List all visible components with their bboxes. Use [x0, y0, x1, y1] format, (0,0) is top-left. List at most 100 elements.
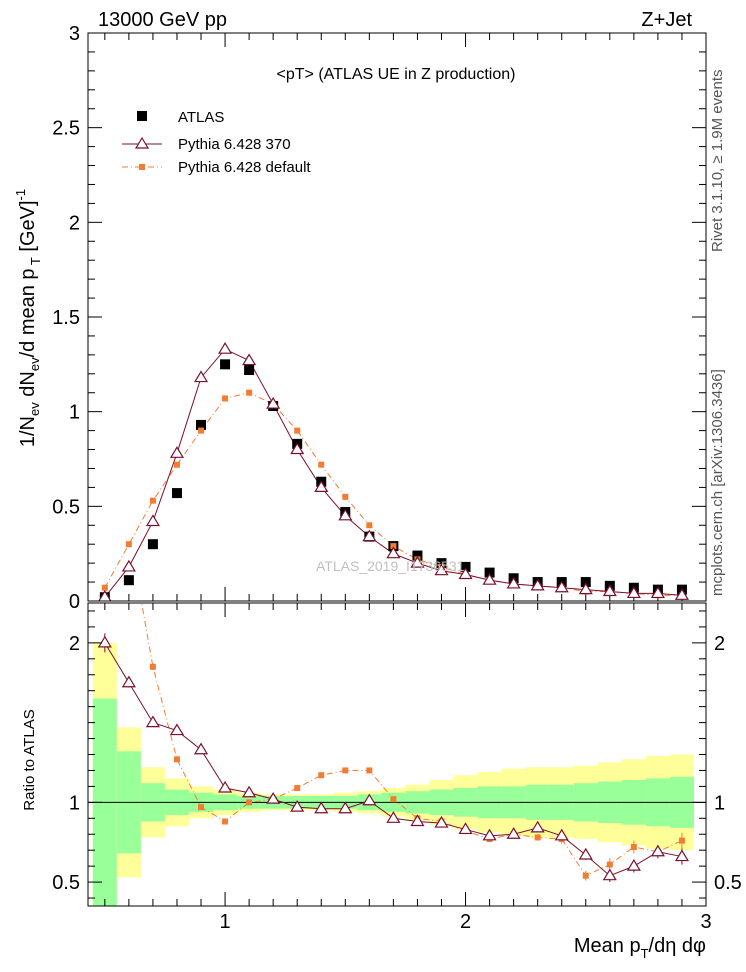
data-point-atlas [244, 365, 255, 376]
ratio-point-pythia-370 [338, 801, 353, 814]
x-axis-label: Mean pT/dη dφ [574, 935, 706, 961]
ratio-point-pythia-370 [266, 791, 281, 804]
ratio-point-pythia-370 [169, 723, 185, 736]
ratio-series [97, 528, 690, 883]
data-point-pythia-370 [482, 573, 497, 585]
x-tick-label: 2 [460, 911, 471, 933]
ratio-y-tick-label-right: 2 [714, 633, 725, 655]
ratio-y-tick-label-right: 0.5 [714, 872, 742, 894]
data-point-atlas [460, 561, 471, 572]
data-point-pythia-default [318, 461, 325, 468]
data-point-atlas [123, 575, 134, 586]
ratio-point-pythia-370 [121, 675, 136, 688]
ratio-point-pythia-default [173, 756, 180, 763]
data-point-pythia-370 [506, 576, 521, 589]
main-y-tick-label: 1 [69, 402, 80, 424]
data-point-pythia-370 [266, 396, 281, 409]
ratio-y-tick-label: 0.5 [52, 872, 80, 894]
ratio-point-pythia-default [366, 767, 373, 774]
main-title: <pT> (ATLAS UE in Z production) [277, 66, 516, 83]
ratio-point-pythia-370 [314, 801, 329, 814]
data-point-pythia-370 [290, 442, 305, 455]
data-point-atlas [436, 558, 447, 569]
main-series [98, 342, 690, 601]
data-point-pythia-370 [314, 480, 329, 492]
main-y-tick-label: 1.5 [52, 307, 80, 329]
data-point-pythia-default [294, 427, 301, 434]
ratio-point-pythia-370 [458, 822, 473, 835]
data-point-pythia-370 [674, 588, 690, 600]
legend-item-pythia-370: Pythia 6.428 370 [122, 136, 291, 153]
ratio-point-pythia-370 [506, 827, 521, 839]
data-point-pythia-370 [98, 590, 112, 601]
main-panel: 0 0.5 1 1.5 2 2.5 3 ATLAS_2019_I1736531 <pT> (… [52, 23, 707, 613]
data-point-pythia-default [342, 493, 349, 500]
ratio-point-pythia-default [582, 872, 589, 879]
header-right: Z+Jet [641, 9, 692, 31]
ratio-point-pythia-370 [362, 793, 377, 806]
data-point-pythia-default [198, 427, 205, 434]
watermark: ATLAS_2019_I1736531 [316, 558, 465, 574]
data-point-atlas [484, 567, 495, 578]
ratio-point-pythia-default [342, 767, 349, 774]
ratio-point-pythia-default [149, 663, 156, 670]
x-tick-label: 1 [220, 911, 231, 933]
data-point-pythia-370 [193, 370, 209, 383]
ratio-point-pythia-default [534, 834, 541, 841]
header-left: 13000 GeV pp [98, 9, 227, 31]
data-point-pythia-370 [650, 586, 665, 599]
data-point-pythia-370 [602, 584, 617, 597]
ratio-point-pythia-default [126, 528, 132, 534]
ratio-y-tick-label: 2 [69, 633, 80, 655]
data-point-pythia-default [222, 395, 229, 402]
ratio-y-axis-label: Ratio to ATLAS [21, 709, 38, 810]
ratio-y-tick-label-right: 1 [714, 792, 725, 814]
data-point-pythia-370 [458, 567, 473, 580]
data-point-pythia-default [173, 461, 180, 468]
legend-marker-atlas [137, 111, 147, 121]
legend-label-atlas: ATLAS [178, 109, 224, 126]
rivet-label: Rivet 3.1.10, ≥ 1.9M events [709, 70, 726, 253]
ratio-point-pythia-370 [290, 799, 305, 812]
data-point-atlas [412, 550, 423, 561]
data-point-atlas [220, 359, 231, 370]
ratio-point-pythia-default [390, 796, 397, 803]
ratio-point-pythia-370 [434, 815, 449, 828]
data-point-atlas [580, 577, 591, 588]
ratio-point-pythia-default [318, 772, 325, 779]
ratio-point-pythia-370 [97, 635, 112, 648]
data-point-pythia-370 [386, 546, 401, 559]
ratio-point-pythia-370 [650, 844, 665, 857]
data-point-atlas [171, 488, 182, 499]
data-point-pythia-370 [578, 582, 593, 595]
data-point-pythia-370 [530, 578, 545, 591]
data-point-pythia-default [149, 497, 156, 504]
main-y-tick-label: 2 [69, 212, 80, 234]
ratio-point-pythia-370 [530, 820, 545, 833]
data-point-pythia-370 [242, 353, 257, 366]
data-point-pythia-370 [410, 555, 425, 568]
legend-marker-pythia-370 [134, 136, 150, 149]
data-point-pythia-default [101, 584, 108, 591]
legend: ATLAS Pythia 6.428 370 Pythia 6.428 defa… [122, 109, 311, 176]
ratio-point-pythia-default [222, 818, 229, 825]
data-point-atlas [147, 539, 158, 550]
data-point-pythia-370 [434, 563, 449, 576]
ratio-point-pythia-default [606, 861, 613, 868]
ratio-point-pythia-370 [482, 828, 497, 841]
ratio-point-pythia-370 [626, 858, 641, 871]
data-point-pythia-370 [554, 580, 569, 593]
ratio-panel: 0.5 0.5 1 1 2 2 1 2 3 [52, 528, 742, 933]
ratio-line-pythia-370 [104, 642, 683, 877]
main-y-tick-label: 0.5 [52, 496, 80, 518]
main-y-tick-label: 2.5 [52, 118, 80, 140]
ratio-point-pythia-370 [578, 847, 593, 860]
ratio-y-tick-label: 1 [69, 792, 80, 814]
data-point-pythia-370 [169, 446, 185, 458]
main-y-tick-label: 3 [69, 23, 80, 45]
data-point-pythia-default [246, 389, 253, 396]
data-point-pythia-370 [362, 529, 377, 542]
legend-item-pythia-default: Pythia 6.428 default [122, 159, 311, 176]
ratio-point-pythia-370 [242, 785, 257, 798]
